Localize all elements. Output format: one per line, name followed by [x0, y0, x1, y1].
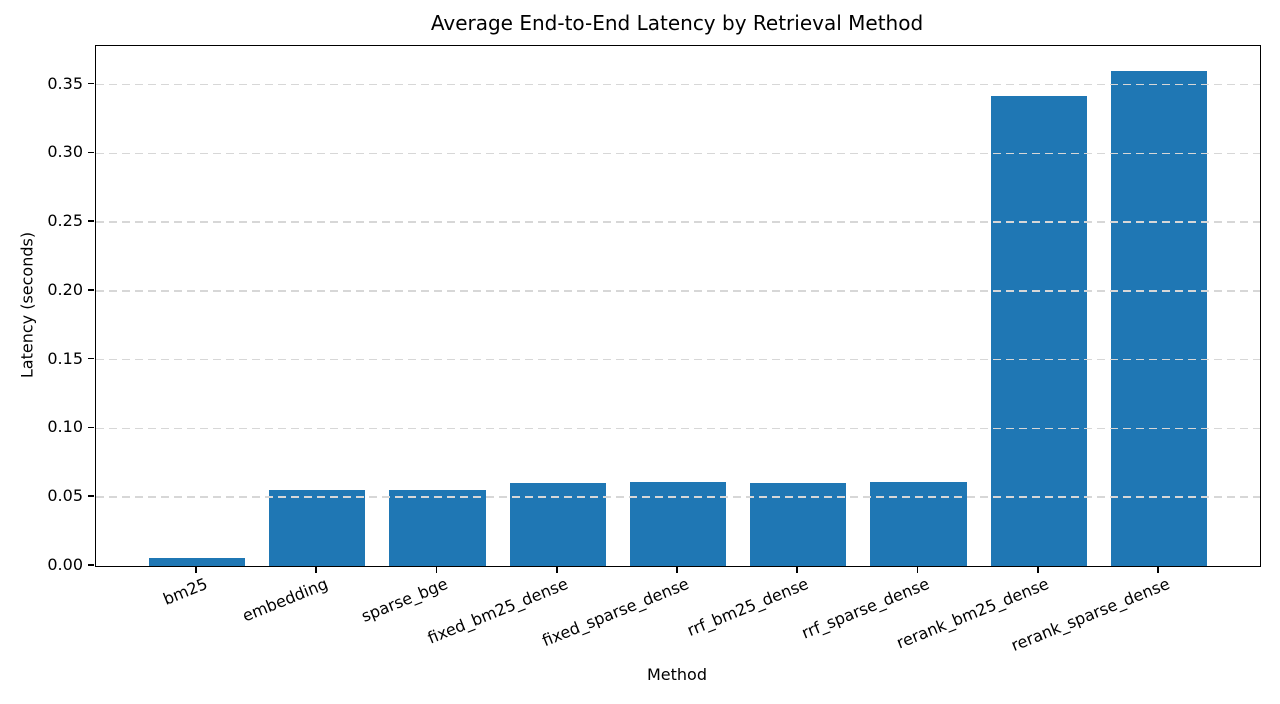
bar-sparse_bge	[389, 490, 486, 566]
x-tick-label: sparse_bge	[358, 574, 451, 626]
y-tick-label: 0.10	[47, 417, 83, 437]
x-tick-mark	[1157, 566, 1159, 573]
x-tick-mark	[796, 566, 799, 573]
y-tick-mark	[88, 220, 94, 222]
gridline	[96, 152, 1260, 155]
gridline	[96, 358, 1260, 361]
gridline	[96, 83, 1260, 86]
bar-bm25	[148, 557, 246, 566]
x-tick-label: rrf_bm25_dense	[684, 574, 812, 640]
y-tick-mark	[88, 82, 94, 85]
y-tick-mark	[88, 564, 94, 566]
y-tick-mark	[88, 289, 94, 291]
y-tick-label: 0.35	[47, 73, 83, 93]
x-axis-label: Method	[646, 665, 708, 684]
gridline	[96, 496, 1260, 498]
y-tick-label: 0.00	[47, 555, 83, 574]
bar-rrf_sparse_dense	[870, 482, 967, 566]
y-tick-label: 0.20	[47, 279, 83, 299]
x-tick-mark	[676, 566, 678, 573]
x-tick-mark	[435, 566, 438, 573]
x-tick-mark	[1036, 566, 1039, 573]
bar-fixed_sparse_dense	[629, 482, 727, 566]
x-tick-label: embedding	[239, 574, 331, 626]
gridline	[96, 290, 1260, 292]
grid-layer	[96, 46, 1260, 566]
plot-area	[95, 45, 1261, 567]
y-tick-label: 0.25	[47, 211, 83, 231]
x-tick-mark	[555, 566, 558, 573]
y-tick-label: 0.30	[47, 142, 83, 162]
y-tick-mark	[88, 495, 94, 497]
chart-title: Average End-to-End Latency by Retrieval …	[430, 11, 924, 35]
y-tick-mark	[88, 426, 94, 429]
gridline	[96, 221, 1260, 223]
x-tick-label: bm25	[160, 574, 211, 609]
y-tick-mark	[88, 357, 94, 360]
y-tick-mark	[88, 151, 94, 154]
y-tick-label: 0.05	[47, 486, 83, 506]
bar-embedding	[269, 490, 366, 566]
y-tick-label: 0.15	[47, 348, 83, 368]
x-tick-mark	[195, 566, 197, 573]
x-tick-mark	[315, 566, 318, 573]
bar-rerank_bm25_dense	[990, 95, 1087, 566]
gridline	[96, 427, 1260, 430]
x-tick-mark	[916, 566, 919, 573]
